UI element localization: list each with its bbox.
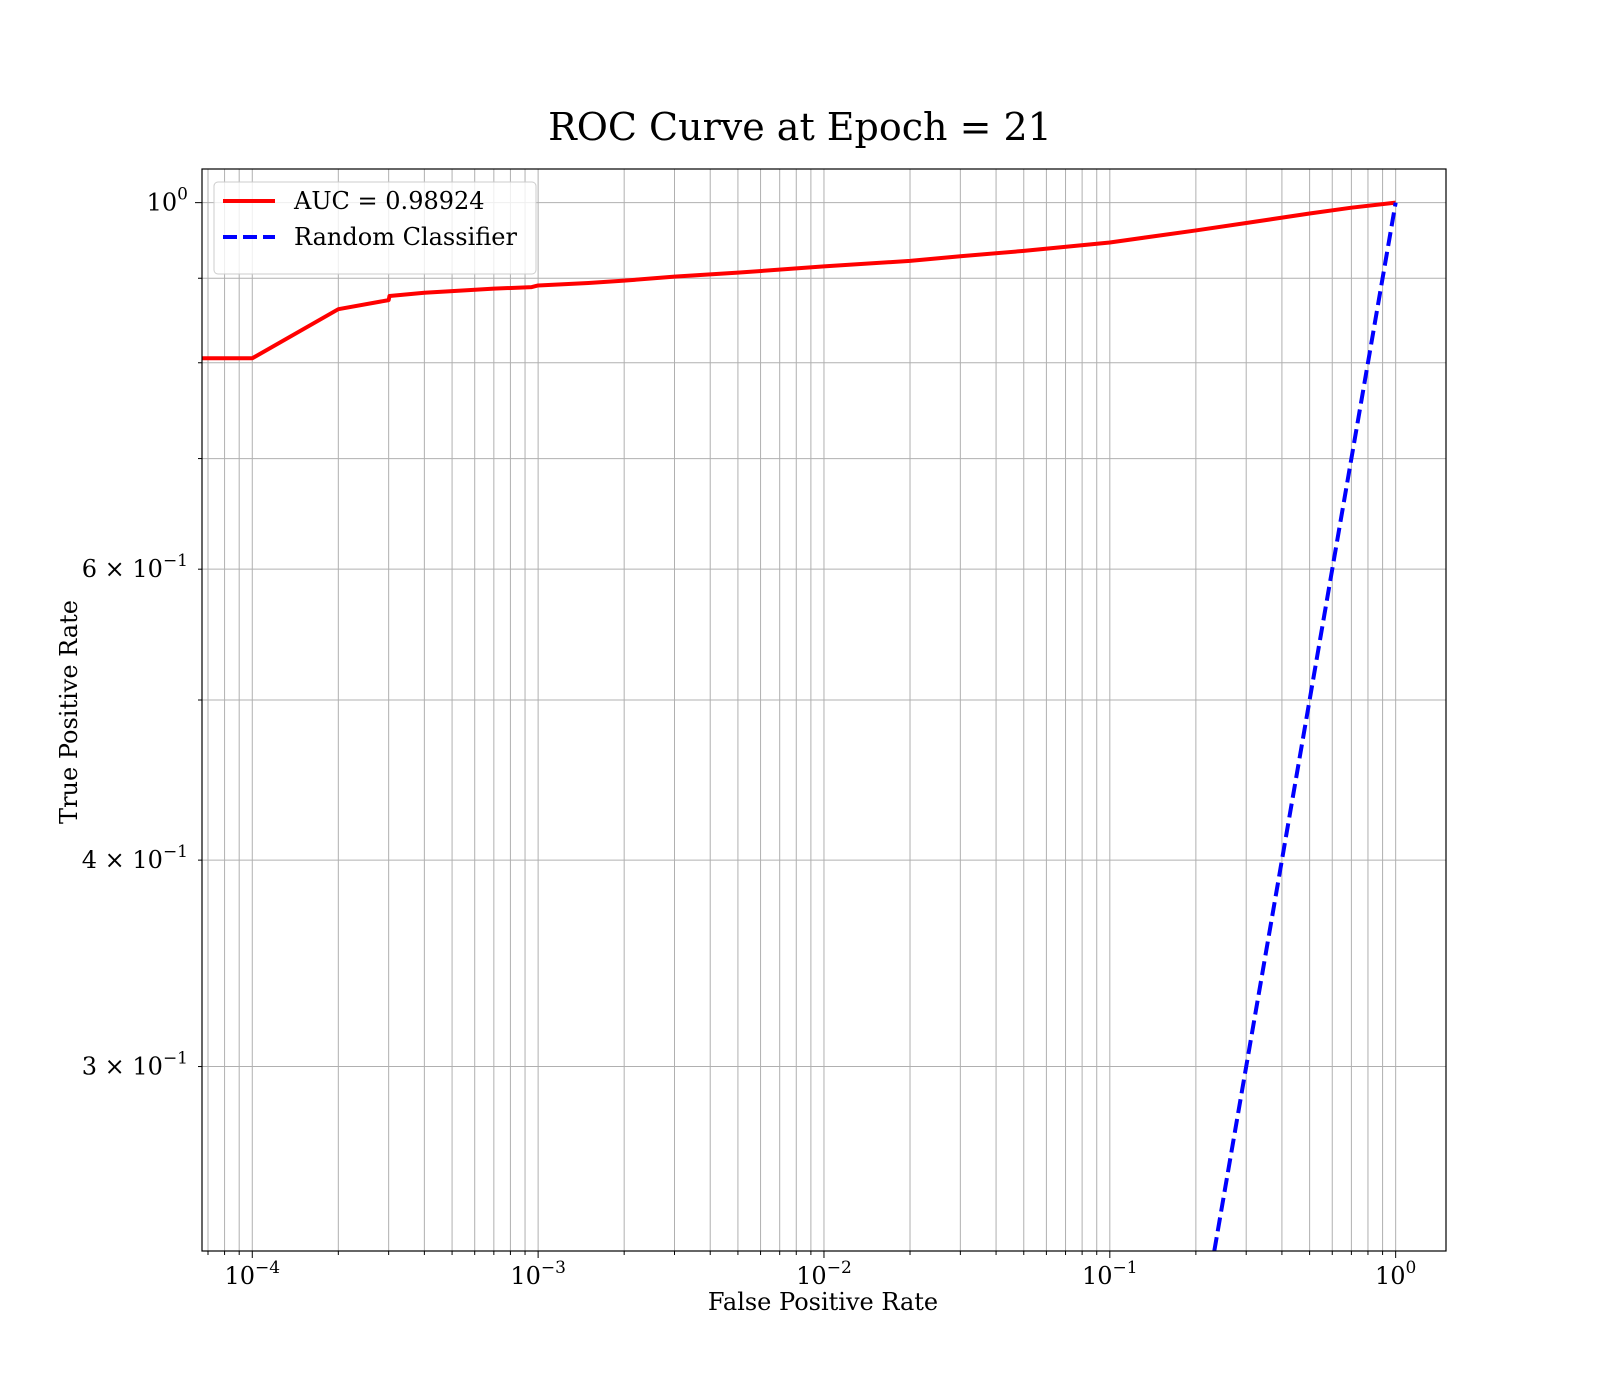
y-tick-label: 4 × 10−1 — [82, 842, 188, 874]
plot-series — [202, 200, 1398, 1251]
x-tick-base: 10 — [1375, 1262, 1406, 1290]
x-axis-label: False Positive Rate — [708, 1288, 938, 1316]
y-tick-mantissa: 4 × — [82, 846, 133, 874]
y-tick-base: 10 — [147, 189, 178, 217]
x-tick-exponent: −3 — [541, 1258, 566, 1278]
roc-curve-line — [202, 200, 1396, 361]
legend: AUC = 0.98924 Random Classifier — [213, 181, 537, 275]
y-tick-exponent: −1 — [163, 551, 188, 571]
x-tick-exponent: −1 — [1113, 1258, 1138, 1278]
y-tick-base: 10 — [132, 1053, 163, 1081]
legend-box — [213, 181, 537, 275]
legend-label-roc: AUC = 0.98924 — [293, 187, 485, 215]
x-tick-base: 10 — [796, 1262, 827, 1290]
x-tick-base: 10 — [224, 1262, 255, 1290]
x-tick-label: 10−1 — [1082, 1258, 1138, 1290]
x-tick-base: 10 — [1082, 1262, 1113, 1290]
x-tick-exponent: 0 — [1406, 1258, 1417, 1278]
random-classifier-line — [1212, 202, 1398, 1251]
y-tick-mantissa: 6 × — [82, 555, 133, 583]
y-axis-label: True Positive Rate — [55, 600, 83, 824]
x-tick-label: 10−2 — [796, 1258, 852, 1290]
y-tick-label: 6 × 10−1 — [82, 551, 188, 583]
x-axis-ticks: 10−4 10−3 10−2 10−1 100 — [207, 1251, 1416, 1290]
x-tick-base: 10 — [510, 1262, 541, 1290]
y-tick-label: 3 × 10−1 — [82, 1049, 188, 1081]
x-tick-exponent: −2 — [827, 1258, 852, 1278]
x-tick-exponent: −4 — [255, 1258, 280, 1278]
y-tick-base: 10 — [132, 555, 163, 583]
y-tick-base: 10 — [132, 846, 163, 874]
legend-label-random: Random Classifier — [294, 223, 517, 251]
y-tick-exponent: −1 — [163, 842, 188, 862]
y-tick-exponent: −1 — [163, 1049, 188, 1069]
chart-title: ROC Curve at Epoch = 21 — [548, 105, 1052, 149]
x-tick-label: 10−3 — [510, 1258, 566, 1290]
y-tick-exponent: 0 — [177, 185, 188, 205]
y-tick-mantissa: 3 × — [82, 1053, 133, 1081]
x-tick-label: 100 — [1375, 1258, 1416, 1290]
y-tick-label: 100 — [147, 185, 188, 217]
grid-lines — [202, 169, 1446, 1251]
x-tick-label: 10−4 — [224, 1258, 280, 1290]
